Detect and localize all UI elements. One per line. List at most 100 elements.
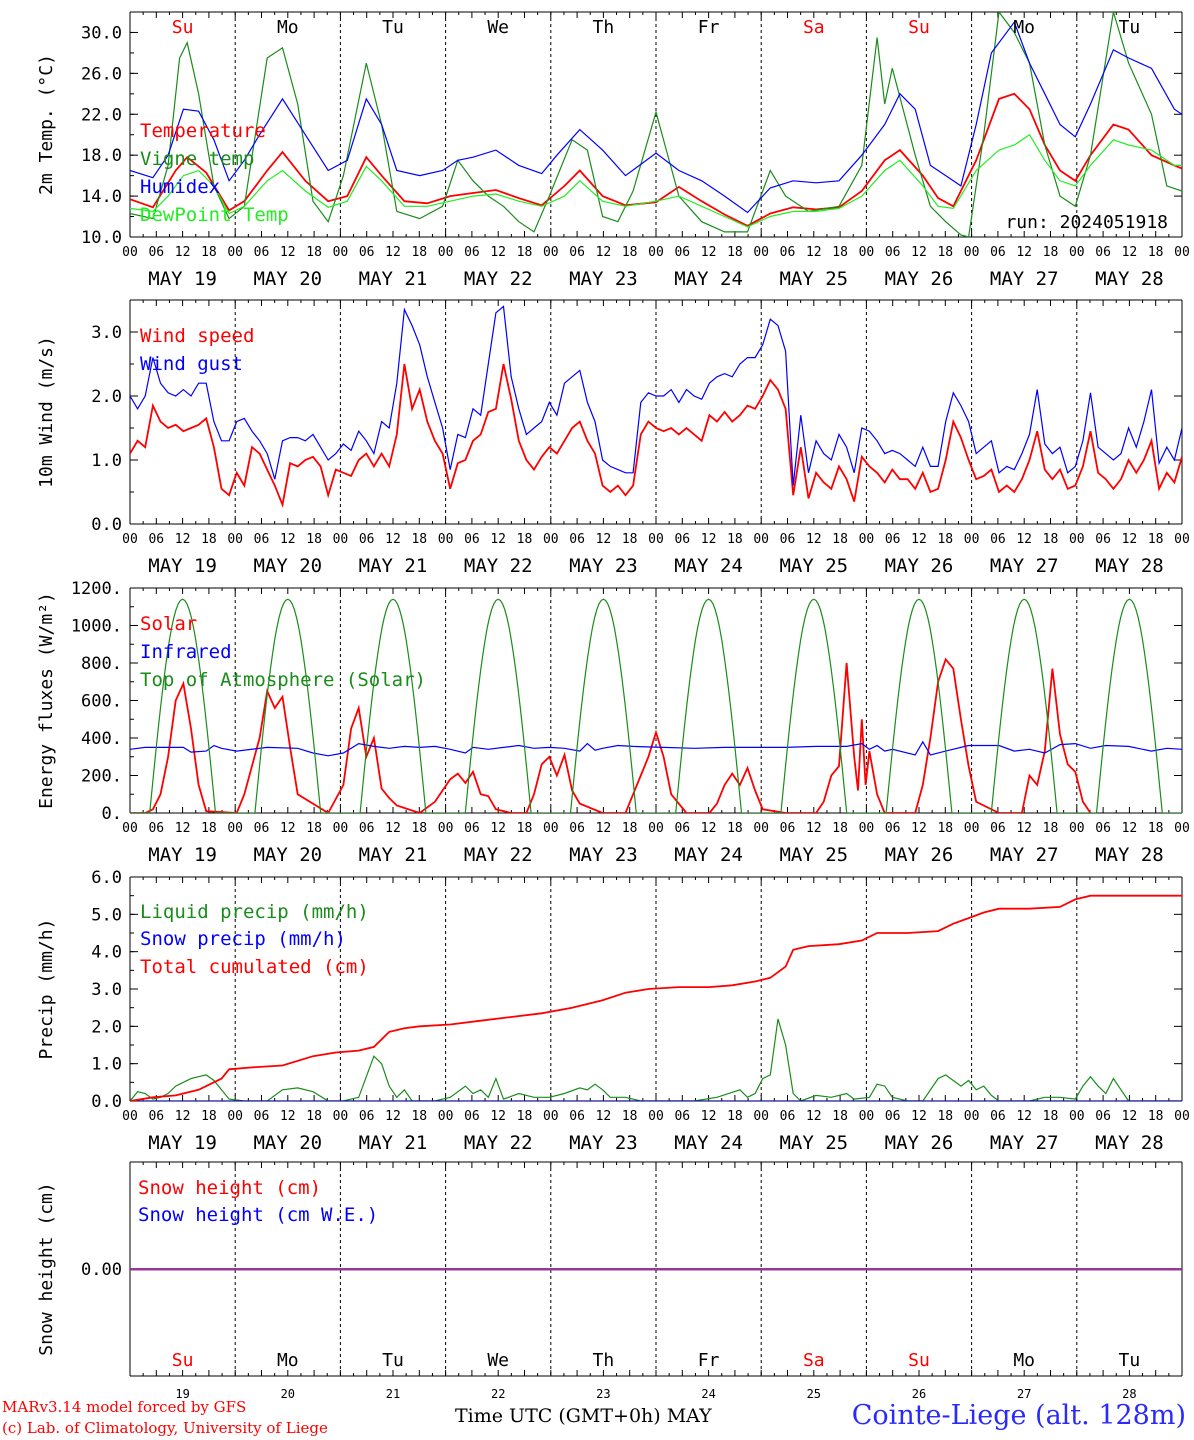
hour-tick-label: 18 [622,1109,638,1124]
hour-tick-label: 00 [438,1109,454,1124]
hour-tick-label: 12 [385,532,401,547]
hour-tick-label: 06 [569,1109,585,1124]
series-group [130,12,1182,237]
hour-tick-label: 00 [964,532,980,547]
hour-tick-label: 18 [1148,1109,1164,1124]
date-label: MAY 26 [885,268,954,290]
legend-entry: Solar [140,613,197,635]
hour-tick-label: 12 [806,821,822,836]
y-axis-title: 10m Wind (m/s) [36,336,57,488]
hour-tick-label: 00 [122,1109,138,1124]
hour-tick-label: 18 [411,245,427,260]
y-tick-label: 1000. [71,617,122,637]
series-line-wind-speed [130,363,1182,509]
hour-tick-label: 12 [280,821,296,836]
series-line-solar [130,657,1092,813]
y-tick-label: 6.0 [91,868,122,888]
hour-tick-label: 12 [1016,532,1032,547]
hour-tick-label: 00 [753,245,769,260]
day-number: 27 [1017,1387,1031,1401]
series-line-total-cumulated-cm- [130,894,1182,1101]
hour-tick-label: 00 [964,245,980,260]
hour-tick-label: 06 [464,245,480,260]
day-number: 23 [596,1387,610,1401]
y-tick-label: 1.0 [91,1055,122,1075]
hour-tick-label: 18 [1148,532,1164,547]
day-name-bottom: Tu [382,1350,404,1371]
date-label: MAY 20 [253,1132,322,1154]
series-line-dewpoint-temp [130,133,1182,228]
y-tick-label: 10.0 [81,228,122,248]
hour-tick-label: 12 [280,245,296,260]
hour-tick-label: 12 [911,1109,927,1124]
hour-tick-label: 18 [727,245,743,260]
hour-tick-label: 18 [832,532,848,547]
hour-tick-label: 00 [1174,1109,1190,1124]
hour-tick-label: 00 [1069,245,1085,260]
hour-tick-label: 12 [175,532,191,547]
legend-entry: DewPoint Temp [140,204,289,226]
hour-tick-label: 00 [859,245,875,260]
legend-entry: Infrared [140,641,232,663]
date-label: MAY 25 [779,1132,848,1154]
hour-tick-label: 18 [201,532,217,547]
date-label: MAY 20 [253,844,322,866]
hour-tick-label: 00 [543,532,559,547]
hour-tick-label: 06 [990,821,1006,836]
y-tick-label: 26.0 [81,64,122,84]
hour-tick-label: 06 [1095,245,1111,260]
hour-tick-label: 00 [227,821,243,836]
date-label: MAY 25 [779,555,848,577]
hour-tick-label: 12 [1122,532,1138,547]
date-label: MAY 21 [359,844,428,866]
legend-entry: Wind gust [140,353,243,375]
hour-tick-label: 06 [780,1109,796,1124]
hour-tick-label: 06 [569,532,585,547]
hour-tick-label: 00 [1174,245,1190,260]
legend-entry: Temperature [140,120,266,142]
hour-tick-label: 00 [438,532,454,547]
hour-tick-label: 18 [1148,821,1164,836]
hour-tick-label: 18 [727,532,743,547]
hour-tick-label: 12 [911,245,927,260]
date-label: MAY 26 [885,555,954,577]
hour-tick-label: 00 [122,532,138,547]
series-line-vigne-temp [130,12,1182,237]
series-line-infrared [130,740,1182,757]
series-line-liquid-precip-mm-h- [130,1018,1182,1101]
hour-tick-label: 00 [122,245,138,260]
hour-tick-label: 06 [464,1109,480,1124]
date-label: MAY 24 [674,1132,743,1154]
series-line-humidex [130,20,1182,214]
credit-line-2: (c) Lab. of Climatology, University of L… [2,1419,328,1437]
hour-tick-label: 18 [1043,245,1059,260]
hour-tick-label: 00 [964,1109,980,1124]
hour-tick-label: 12 [1016,1109,1032,1124]
hour-tick-label: 06 [885,532,901,547]
date-label: MAY 23 [569,1132,638,1154]
hour-tick-label: 00 [964,821,980,836]
hour-tick-label: 00 [438,821,454,836]
hour-tick-label: 18 [1043,1109,1059,1124]
hour-tick-label: 00 [333,245,349,260]
hour-tick-label: 12 [490,532,506,547]
date-label: MAY 26 [885,844,954,866]
date-label: MAY 27 [990,268,1059,290]
date-label: MAY 24 [674,555,743,577]
hour-tick-label: 00 [227,245,243,260]
hour-tick-label: 06 [885,821,901,836]
date-label: MAY 22 [464,844,533,866]
y-tick-label: 200. [81,767,122,787]
hour-tick-label: 12 [701,532,717,547]
date-label: MAY 25 [779,844,848,866]
date-label: MAY 24 [674,844,743,866]
hour-tick-label: 00 [543,1109,559,1124]
hour-tick-label: 00 [543,821,559,836]
hour-tick-label: 18 [517,821,533,836]
hour-tick-label: 06 [254,1109,270,1124]
day-name-top: Su [172,17,194,38]
hour-tick-label: 18 [1148,245,1164,260]
hour-tick-label: 00 [1174,821,1190,836]
hour-tick-label: 00 [543,245,559,260]
hour-tick-label: 06 [1095,1109,1111,1124]
